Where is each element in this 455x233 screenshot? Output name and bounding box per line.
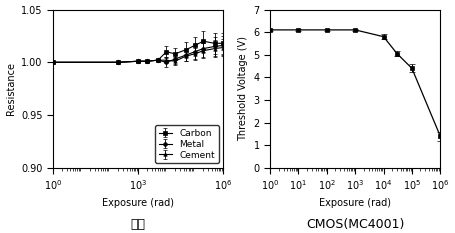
Y-axis label: Resistance: Resistance bbox=[5, 62, 15, 115]
Y-axis label: Threshold Voltage (V): Threshold Voltage (V) bbox=[238, 36, 248, 141]
X-axis label: Exposure (rad): Exposure (rad) bbox=[102, 198, 174, 208]
X-axis label: Exposure (rad): Exposure (rad) bbox=[319, 198, 391, 208]
Text: 저항: 저항 bbox=[131, 218, 146, 231]
Legend: Carbon, Metal, Cement: Carbon, Metal, Cement bbox=[155, 125, 219, 163]
Text: CMOS(MC4001): CMOS(MC4001) bbox=[306, 218, 404, 231]
